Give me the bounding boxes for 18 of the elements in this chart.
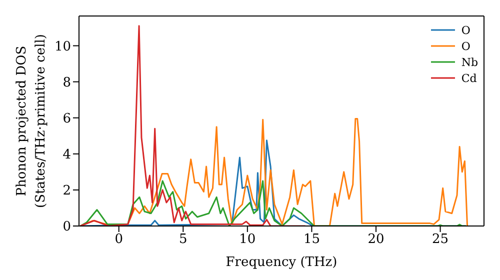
y-tick-label: 10	[54, 39, 71, 54]
x-tick-label: 25	[432, 232, 449, 248]
x-tick-label: 10	[239, 232, 256, 248]
y-tick-label: 4	[62, 148, 71, 163]
y-tick-label: 6	[62, 111, 71, 126]
x-axis-title: Frequency (THz)	[226, 255, 338, 270]
y-tick-label: 2	[62, 184, 71, 199]
legend-label: O	[461, 40, 470, 52]
x-tick-label: 0	[114, 232, 123, 248]
x-tick-label: 5	[179, 232, 188, 248]
legend-label: Nb	[461, 56, 478, 68]
y-tick-label: 8	[62, 75, 71, 90]
x-tick-label: 15	[303, 232, 320, 248]
legend-label: O	[461, 24, 470, 36]
x-tick-label: 20	[368, 232, 384, 248]
y-axis-title: Phonon projected DOS (States/THz·primitive cell)	[14, 34, 48, 208]
legend-label: Cd	[461, 72, 477, 84]
y-tick-label: 0	[62, 220, 71, 235]
